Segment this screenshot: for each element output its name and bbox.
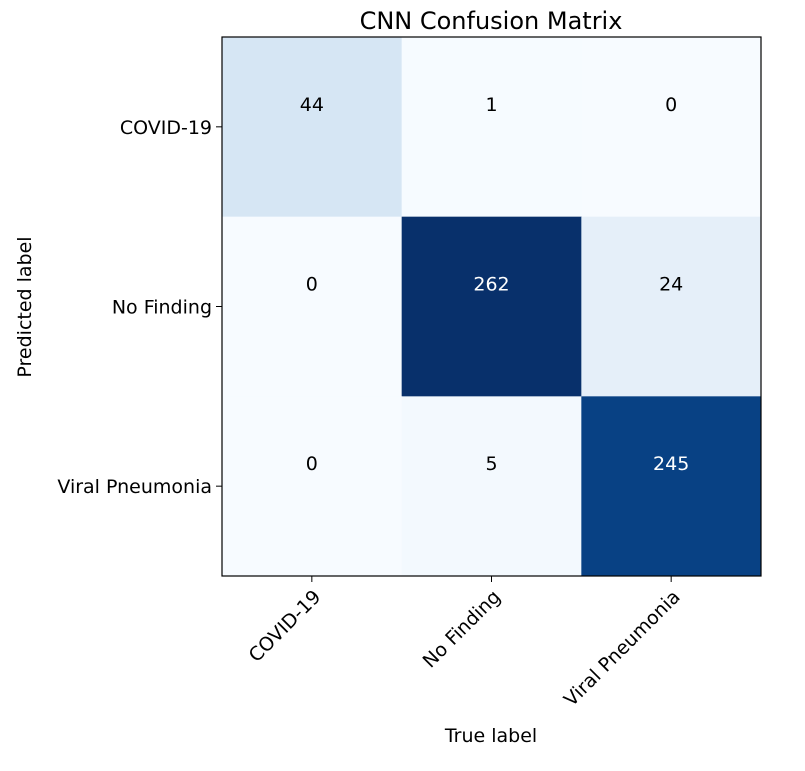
cell-value-label: 5 bbox=[485, 453, 497, 475]
heatmap-cell bbox=[581, 216, 762, 397]
heatmap-cell bbox=[401, 396, 582, 577]
heatmap-cell bbox=[581, 37, 762, 218]
y-axis-label: Predicted label bbox=[14, 236, 36, 377]
chart-title: CNN Confusion Matrix bbox=[360, 7, 623, 35]
x-axis-label: True label bbox=[444, 725, 537, 747]
y-tick-label: COVID-19 bbox=[120, 117, 212, 139]
heatmap-cells bbox=[222, 37, 762, 577]
cell-value-label: 1 bbox=[485, 94, 497, 116]
y-axis-ticks: COVID-19 No Finding Viral Pneumonia bbox=[57, 117, 222, 498]
cell-value-label: 0 bbox=[306, 274, 318, 296]
cell-value-label: 0 bbox=[665, 94, 677, 116]
x-axis-ticks: COVID-19 No Finding Viral Pneumonia bbox=[245, 576, 685, 711]
heatmap-cell bbox=[222, 37, 403, 218]
x-tick-label: Viral Pneumonia bbox=[560, 586, 685, 711]
cell-value-label: 44 bbox=[300, 94, 324, 116]
heatmap-cell bbox=[222, 216, 403, 397]
heatmap-cell bbox=[401, 37, 582, 218]
heatmap-cell bbox=[581, 396, 762, 577]
cell-value-label: 262 bbox=[473, 274, 509, 296]
y-tick-label: Viral Pneumonia bbox=[57, 476, 212, 498]
cell-value-label: 0 bbox=[306, 453, 318, 475]
heatmap-cell-labels: 44 1 0 0 262 24 0 5 245 bbox=[300, 94, 690, 475]
y-tick-label: No Finding bbox=[112, 297, 212, 319]
x-tick-label: No Finding bbox=[419, 586, 505, 672]
heatmap-cell bbox=[222, 396, 403, 577]
heatmap-cell bbox=[401, 216, 582, 397]
cell-value-label: 245 bbox=[653, 453, 689, 475]
x-tick-label: COVID-19 bbox=[245, 586, 326, 667]
cell-value-label: 24 bbox=[659, 274, 683, 296]
